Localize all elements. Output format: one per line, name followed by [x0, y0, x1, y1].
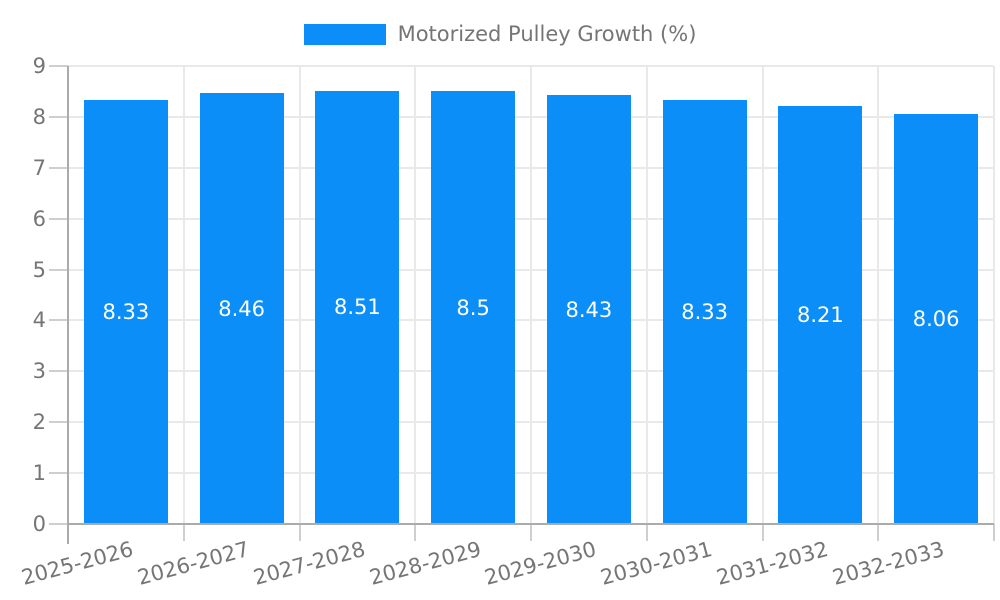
legend-label: Motorized Pulley Growth (%)	[397, 22, 697, 46]
bar[interactable]	[662, 100, 747, 524]
x-tick-mark	[414, 524, 417, 541]
x-tick-mark	[645, 524, 648, 541]
bar[interactable]	[546, 95, 631, 524]
y-tick-mark	[49, 421, 68, 424]
x-tick-mark	[993, 524, 995, 541]
bar[interactable]	[778, 106, 863, 524]
y-tick-label: 3	[32, 359, 46, 384]
y-tick-label: 6	[32, 206, 46, 231]
y-tick-mark	[49, 370, 68, 373]
y-tick-label: 1	[32, 461, 46, 486]
x-tick-mark	[530, 524, 532, 541]
v-gridline	[182, 66, 185, 524]
x-tick-label: 2029-2030	[482, 537, 600, 590]
x-axis-baseline	[68, 523, 994, 525]
y-tick-label: 2	[32, 410, 46, 435]
y-tick-label: 5	[32, 257, 46, 282]
y-tick-mark	[49, 268, 68, 271]
x-tick-mark	[298, 524, 301, 541]
y-tick-label: 8	[32, 104, 46, 129]
y-tick-label: 4	[32, 308, 46, 333]
x-tick-label: 2032-2033	[829, 537, 947, 590]
y-axis-line	[67, 66, 69, 544]
x-tick-label: 2025-2026	[19, 537, 137, 590]
bar[interactable]	[431, 91, 516, 524]
legend[interactable]: Motorized Pulley Growth (%)	[0, 22, 1000, 46]
v-gridline	[414, 66, 417, 524]
v-gridline	[645, 66, 648, 524]
bar-value-label: 8.33	[102, 300, 150, 325]
v-gridline	[993, 66, 995, 524]
bar-value-label: 8.5	[456, 295, 490, 320]
bar-value-label: 8.06	[912, 306, 960, 331]
x-tick-label: 2026-2027	[135, 537, 252, 590]
bar-value-label: 8.33	[681, 300, 728, 325]
x-tick-label: 2028-2029	[366, 537, 484, 590]
v-gridline	[877, 66, 880, 524]
legend-swatch[interactable]	[303, 23, 386, 45]
y-tick-label: 9	[32, 54, 46, 78]
v-gridline	[530, 66, 532, 524]
y-tick-mark	[49, 217, 68, 220]
bar-value-label: 8.43	[565, 297, 613, 322]
x-tick-label: 2030-2031	[598, 537, 715, 590]
y-tick-mark	[49, 523, 68, 525]
v-gridline	[298, 66, 301, 524]
y-tick-mark	[49, 115, 68, 118]
bar[interactable]	[199, 93, 284, 524]
y-tick-mark	[49, 65, 68, 67]
x-tick-label: 2031-2032	[713, 537, 831, 590]
y-tick-mark	[49, 166, 68, 169]
bar-value-label: 8.21	[796, 303, 844, 328]
bar[interactable]	[83, 100, 168, 524]
bar-value-label: 8.46	[218, 296, 265, 321]
bar[interactable]	[894, 113, 979, 524]
y-tick-label: 7	[32, 155, 46, 180]
bar-value-label: 8.51	[333, 295, 381, 320]
x-tick-mark	[761, 524, 764, 541]
y-tick-label: 0	[32, 512, 46, 536]
x-tick-mark	[182, 524, 185, 541]
x-tick-mark	[877, 524, 880, 541]
y-tick-mark	[49, 472, 68, 475]
bar[interactable]	[315, 90, 400, 524]
v-gridline	[761, 66, 764, 524]
y-tick-mark	[49, 319, 68, 322]
x-tick-label: 2027-2028	[250, 537, 368, 590]
